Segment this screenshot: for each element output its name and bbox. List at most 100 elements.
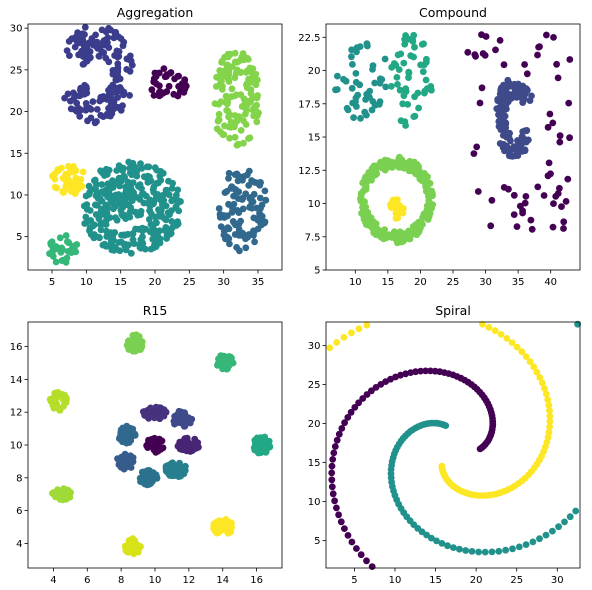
data-point xyxy=(500,81,507,89)
data-point xyxy=(556,138,564,146)
data-point xyxy=(478,84,486,92)
data-point xyxy=(510,191,518,199)
data-point xyxy=(351,404,359,411)
data-point xyxy=(558,203,565,211)
data-point xyxy=(505,152,513,160)
data-point xyxy=(492,46,499,54)
data-point xyxy=(574,320,581,328)
data-point xyxy=(476,99,484,107)
data-point xyxy=(485,323,493,331)
data-point xyxy=(247,231,255,238)
x-tick-label: 14 xyxy=(216,575,229,586)
data-point xyxy=(140,408,148,416)
data-point xyxy=(59,496,67,504)
data-point xyxy=(168,224,176,232)
data-point xyxy=(254,76,261,84)
data-point xyxy=(181,85,189,93)
data-point xyxy=(478,31,485,39)
data-point xyxy=(521,61,528,68)
data-point xyxy=(258,218,266,226)
data-point xyxy=(418,41,426,48)
data-point xyxy=(95,233,103,241)
data-point xyxy=(493,105,501,113)
data-point xyxy=(128,61,136,69)
data-point xyxy=(165,191,173,199)
data-point xyxy=(223,106,231,114)
data-point xyxy=(406,157,414,165)
data-point xyxy=(177,472,185,480)
data-point xyxy=(101,240,108,248)
data-point xyxy=(136,244,144,251)
data-point xyxy=(161,73,169,81)
data-point xyxy=(419,68,427,76)
y-tick-label: 14 xyxy=(10,375,23,386)
data-point xyxy=(464,48,472,56)
data-point xyxy=(403,163,410,171)
data-point xyxy=(424,205,432,213)
data-point xyxy=(105,86,112,94)
data-point xyxy=(380,235,387,243)
data-point xyxy=(77,86,84,94)
data-point xyxy=(98,26,106,34)
data-point xyxy=(87,217,95,224)
data-point xyxy=(407,52,415,60)
data-point xyxy=(348,53,355,61)
data-point xyxy=(83,205,91,213)
data-point xyxy=(264,438,272,446)
data-point xyxy=(552,193,560,200)
chart-title: R15 xyxy=(143,303,168,318)
data-point xyxy=(220,227,228,235)
data-point xyxy=(507,137,514,145)
data-point xyxy=(71,43,79,51)
data-point xyxy=(546,418,554,425)
y-tick-label: 5 xyxy=(314,266,320,277)
panel-spiral: Spiral 5 10 15 20 25 30 5 10 15 20 25 30 xyxy=(308,303,581,586)
data-point xyxy=(522,193,530,200)
data-point xyxy=(549,223,557,231)
y-tick-label: 16 xyxy=(10,342,23,353)
data-point xyxy=(53,184,61,192)
data-point xyxy=(132,208,140,216)
data-point xyxy=(217,212,225,220)
data-point xyxy=(160,65,168,72)
data-point xyxy=(352,78,360,86)
y-tick-label: 25 xyxy=(10,65,23,76)
data-point xyxy=(114,179,122,187)
data-point xyxy=(147,221,155,228)
data-point xyxy=(348,538,356,546)
data-point xyxy=(226,240,233,248)
data-point xyxy=(538,379,546,387)
x-tick-label: 8 xyxy=(118,575,124,586)
data-point xyxy=(175,83,183,90)
data-point xyxy=(179,412,187,420)
data-point xyxy=(150,92,158,99)
data-point xyxy=(560,218,568,226)
y-tick-label: 10 xyxy=(10,190,23,201)
y-tick-label: 17.5 xyxy=(298,99,320,110)
x-tick-label: 20 xyxy=(414,277,427,288)
data-point xyxy=(328,462,336,470)
data-point xyxy=(502,546,509,554)
data-point xyxy=(405,35,412,43)
data-point xyxy=(138,474,146,482)
data-point xyxy=(234,140,242,148)
data-point xyxy=(142,245,149,253)
data-point xyxy=(155,206,162,214)
data-point xyxy=(98,48,106,55)
y-tick-label: 5 xyxy=(314,536,320,547)
data-point xyxy=(525,136,532,144)
data-point xyxy=(86,48,94,55)
data-point xyxy=(357,551,365,559)
data-point xyxy=(249,94,256,102)
data-point xyxy=(253,434,261,442)
data-point xyxy=(533,368,541,376)
x-tick-label: 10 xyxy=(389,575,402,586)
data-point xyxy=(481,548,489,556)
data-point xyxy=(138,190,146,198)
data-point xyxy=(225,235,233,243)
data-point xyxy=(349,61,356,68)
data-point xyxy=(74,186,82,193)
data-point xyxy=(104,204,112,212)
data-point xyxy=(174,218,182,226)
